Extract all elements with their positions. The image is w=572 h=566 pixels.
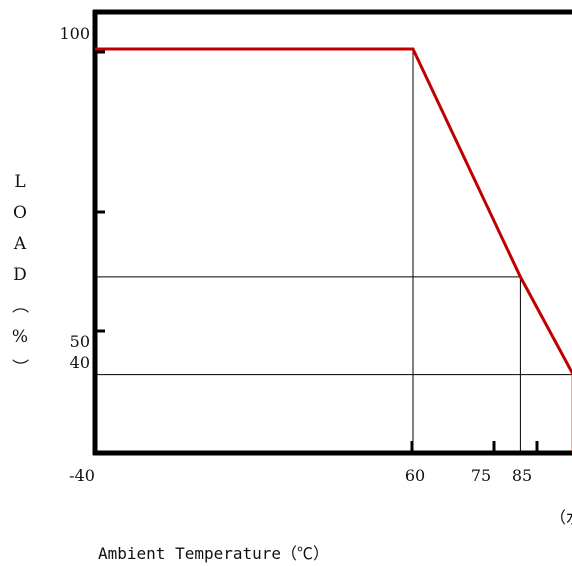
x-tick-label-60: 60 [405,466,425,485]
axes [92,9,572,456]
y-label-char-3: D [13,265,27,285]
y-ticks: 100 50 40 [59,24,105,372]
y-tick-label-50: 50 [70,332,90,351]
y-label-char-2: A [13,234,27,254]
series-group [95,47,572,453]
guide-lines [97,48,572,453]
x-tick-label-85: 85 [512,466,532,485]
y-tick-label-40: 40 [70,353,90,372]
y-label-char-5: % [12,327,28,347]
x-ticks: -40 60 75 85 [69,441,539,485]
x-tick-label--40: -40 [69,466,95,485]
y-label-char-4: （ [9,297,29,314]
y-label-char-0: L [14,172,25,192]
y-tick-label-100: 100 [59,24,90,43]
y-label-char-6: ） [9,359,29,376]
x-axis-label: Ambient Temperature（℃） [98,544,329,563]
series-line-0 [95,47,572,453]
x-tick-label-75: 75 [471,466,491,485]
y-label-char-1: O [13,203,27,223]
cutoff-annotation: （水 [550,508,572,527]
